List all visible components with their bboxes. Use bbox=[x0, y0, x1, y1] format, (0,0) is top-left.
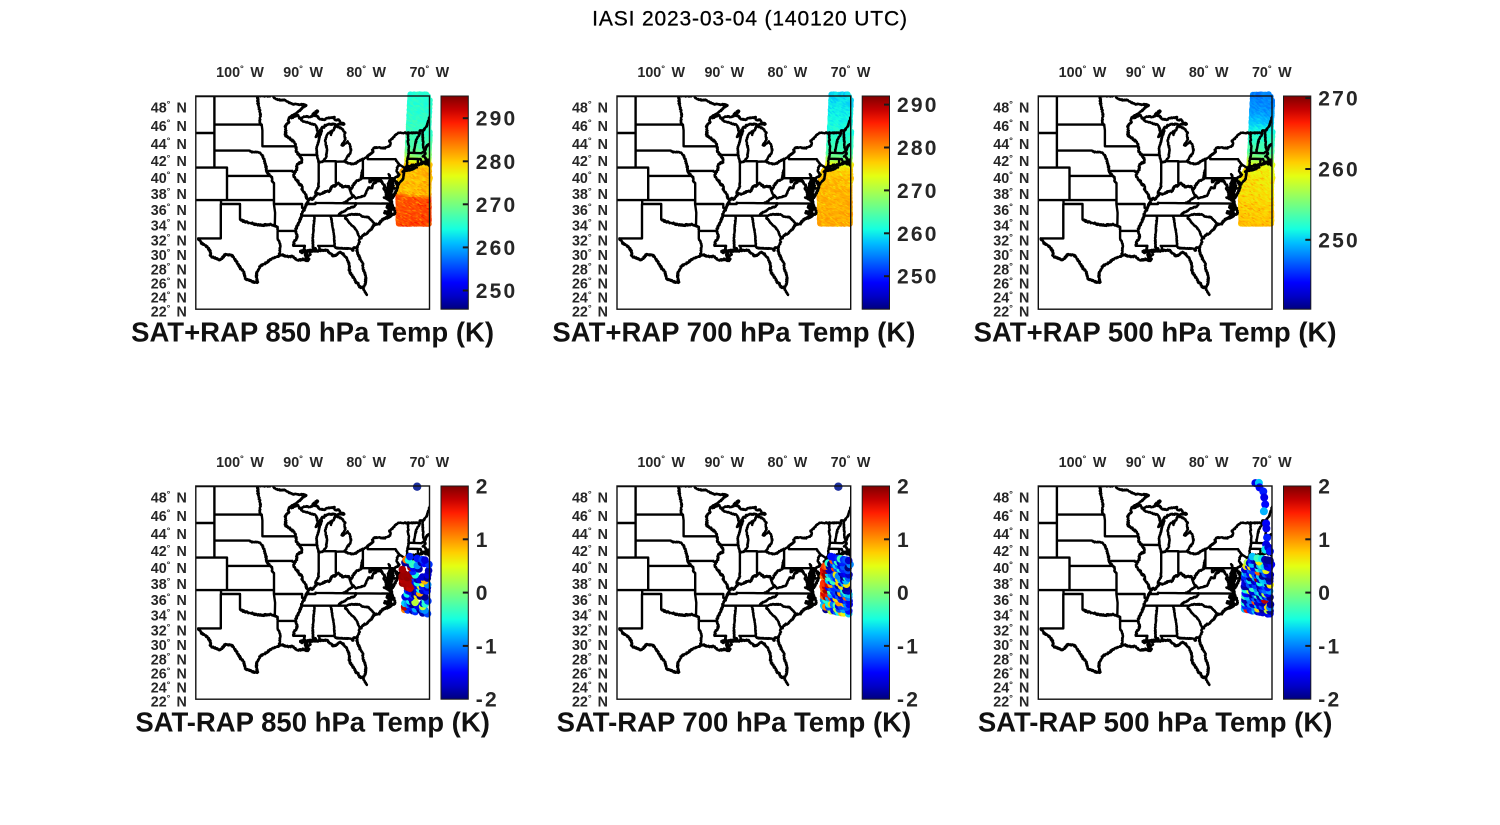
svg-text:IASI 2023-03-04 (140120 UTC): IASI 2023-03-04 (140120 UTC) bbox=[592, 8, 908, 31]
svg-text:280: 280 bbox=[476, 151, 518, 174]
svg-text:1: 1 bbox=[476, 529, 490, 552]
svg-text:0: 0 bbox=[897, 582, 911, 605]
svg-text:24° N: 24° N bbox=[151, 289, 187, 306]
svg-text:-1: -1 bbox=[476, 635, 499, 658]
svg-text:2: 2 bbox=[1318, 476, 1332, 499]
svg-text:250: 250 bbox=[476, 280, 518, 303]
svg-text:290: 290 bbox=[897, 94, 939, 117]
svg-text:SAT+RAP 850 hPa Temp (K): SAT+RAP 850 hPa Temp (K) bbox=[131, 317, 494, 348]
svg-text:270: 270 bbox=[1318, 88, 1360, 111]
svg-text:1: 1 bbox=[897, 529, 911, 552]
svg-text:SAT+RAP 500 hPa Temp (K): SAT+RAP 500 hPa Temp (K) bbox=[974, 317, 1337, 348]
svg-text:28° N: 28° N bbox=[151, 261, 187, 278]
svg-text:2: 2 bbox=[476, 476, 490, 499]
svg-text:2: 2 bbox=[897, 476, 911, 499]
svg-text:250: 250 bbox=[897, 266, 939, 289]
svg-text:SAT-RAP 500 hPa Temp (K): SAT-RAP 500 hPa Temp (K) bbox=[978, 707, 1333, 738]
svg-text:0: 0 bbox=[476, 582, 490, 605]
svg-text:1: 1 bbox=[1318, 529, 1332, 552]
svg-text:30° N: 30° N bbox=[151, 247, 187, 264]
svg-text:250: 250 bbox=[1318, 229, 1360, 252]
svg-text:-1: -1 bbox=[1318, 635, 1341, 658]
svg-text:100° W: 100° W bbox=[216, 64, 264, 81]
svg-text:260: 260 bbox=[897, 223, 939, 246]
svg-text:290: 290 bbox=[476, 108, 518, 131]
svg-text:SAT-RAP 850 hPa Temp (K): SAT-RAP 850 hPa Temp (K) bbox=[135, 707, 490, 738]
svg-text:SAT+RAP 700 hPa Temp (K): SAT+RAP 700 hPa Temp (K) bbox=[552, 317, 915, 348]
svg-text:32° N: 32° N bbox=[151, 232, 187, 249]
svg-text:260: 260 bbox=[476, 237, 518, 260]
svg-text:22° N: 22° N bbox=[151, 303, 187, 320]
svg-text:SAT-RAP 700 hPa Temp (K): SAT-RAP 700 hPa Temp (K) bbox=[557, 707, 912, 738]
svg-text:260: 260 bbox=[1318, 159, 1360, 182]
svg-text:270: 270 bbox=[476, 194, 518, 217]
svg-text:0: 0 bbox=[1318, 582, 1332, 605]
svg-text:270: 270 bbox=[897, 180, 939, 203]
svg-text:26° N: 26° N bbox=[151, 275, 187, 292]
svg-text:280: 280 bbox=[897, 137, 939, 160]
svg-text:-1: -1 bbox=[897, 635, 920, 658]
